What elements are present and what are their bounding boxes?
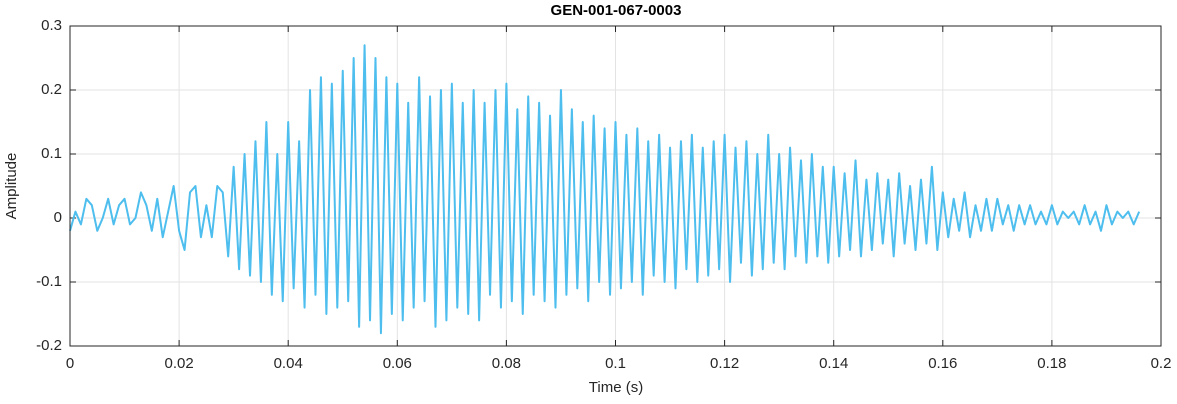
waveform-line bbox=[69, 44, 1141, 335]
x-tick-label: 0.08 bbox=[492, 355, 521, 372]
x-tick-label: 0.18 bbox=[1037, 355, 1066, 372]
x-tick-label: 0 bbox=[66, 355, 74, 372]
plot-frame bbox=[69, 25, 1162, 347]
chart-title: GEN-001-067-0003 bbox=[551, 2, 682, 19]
y-axis-label: Amplitude bbox=[3, 153, 20, 220]
y-tick-label: 0.2 bbox=[41, 81, 62, 98]
y-tick-label: 0 bbox=[54, 209, 62, 226]
x-tick-label: 0.12 bbox=[710, 355, 739, 372]
x-tick-label: 0.02 bbox=[164, 355, 193, 372]
x-tick-label: 0.14 bbox=[819, 355, 848, 372]
x-tick-label: 0.16 bbox=[928, 355, 957, 372]
y-tick-label: 0.3 bbox=[41, 17, 62, 34]
x-axis-label: Time (s) bbox=[589, 379, 643, 396]
y-tick-label: -0.2 bbox=[36, 337, 62, 354]
x-tick-label: 0.04 bbox=[274, 355, 303, 372]
x-tick-label: 0.1 bbox=[605, 355, 626, 372]
y-tick-label: 0.1 bbox=[41, 145, 62, 162]
x-tick-label: 0.2 bbox=[1151, 355, 1172, 372]
y-tick-label: -0.1 bbox=[36, 273, 62, 290]
x-tick-label: 0.06 bbox=[383, 355, 412, 372]
